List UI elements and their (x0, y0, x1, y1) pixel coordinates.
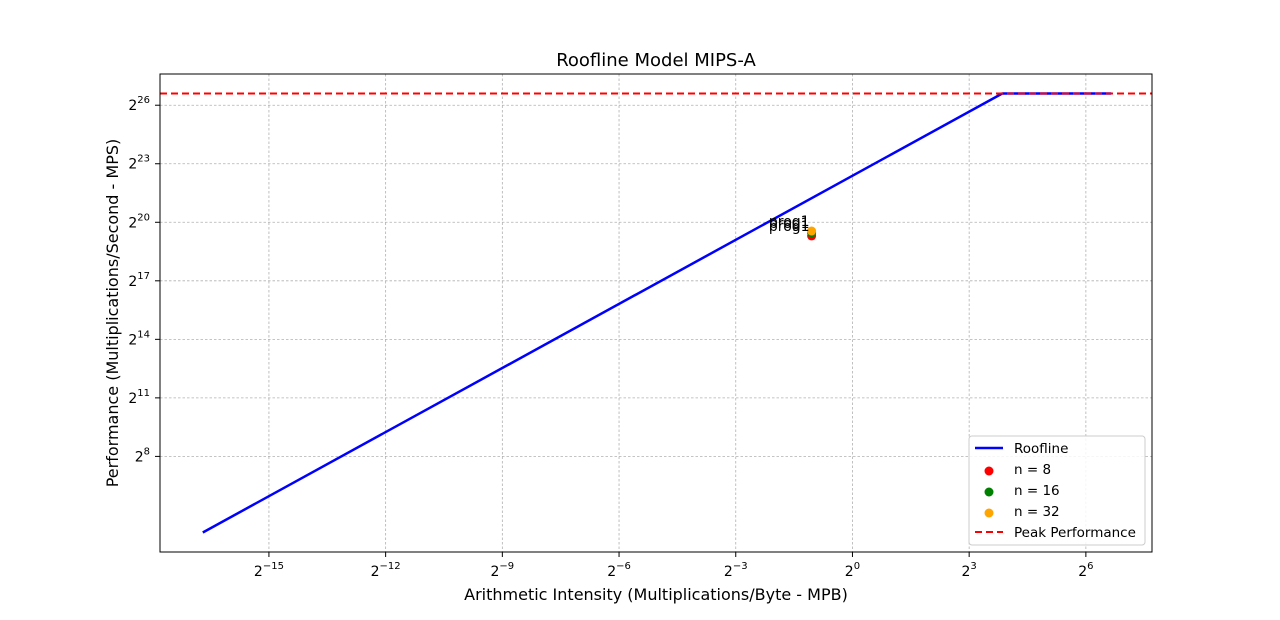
x-tick-label: 23 (962, 561, 977, 580)
axes-frame (159, 73, 1153, 553)
legend-swatch-dot (984, 466, 994, 476)
legend-label: Peak Performance (1014, 525, 1136, 541)
legend-label: n = 8 (1014, 462, 1051, 478)
x-tick-label: 20 (845, 561, 860, 580)
point-annotation: prog1 (769, 219, 810, 235)
legend-swatch-dot (984, 487, 994, 497)
point-annotation: prog1 (769, 216, 810, 232)
data-point-n-32 (807, 226, 817, 236)
x-tick-label: 2−6 (607, 561, 631, 580)
legend-swatch-dot (984, 508, 994, 518)
x-tick-label: 2−12 (371, 561, 401, 580)
y-tick-label: 217 (128, 271, 150, 290)
axis-ticks: 2−15 2−12 2−9 2−6 2−3 20 23 26 28 211 214 217 220 223… (128, 95, 1093, 580)
y-tick-label: 28 (135, 446, 150, 465)
y-axis-label: Performance (Multiplications/Second - MP… (103, 139, 122, 488)
y-tick-label: 220 (128, 212, 150, 231)
legend-label: Roofline (1014, 441, 1068, 457)
legend: Roofline n = 8 n = 16 n = 32 Peak Performanc… (968, 435, 1146, 546)
y-tick-label: 211 (128, 388, 150, 407)
point-annotation: prog1 (769, 214, 810, 230)
x-tick-label: 2−9 (491, 561, 515, 580)
x-axis-label: Arithmetic Intensity (Multiplications/By… (464, 585, 848, 604)
legend-label: n = 32 (1014, 504, 1060, 520)
legend-box (968, 435, 1146, 546)
chart-title: Roofline Model MIPS-A (556, 50, 756, 71)
y-tick-label: 214 (128, 329, 150, 348)
legend-label: n = 16 (1014, 483, 1060, 499)
x-tick-label: 2−15 (254, 561, 284, 580)
x-tick-label: 2−3 (724, 561, 748, 580)
y-tick-label: 226 (128, 95, 150, 114)
x-tick-label: 26 (1078, 561, 1093, 580)
y-tick-label: 223 (128, 154, 150, 173)
